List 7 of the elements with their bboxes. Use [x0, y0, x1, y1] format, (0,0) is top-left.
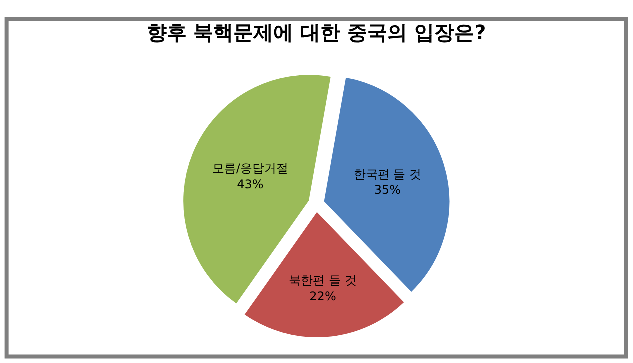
slice-label: 한국편 들 것	[354, 167, 422, 182]
chart-title: 향후 북핵문제에 대한 중국의 입장은?	[146, 20, 486, 44]
data-label: 22%	[310, 289, 336, 304]
slice-label: 북한편 들 것	[289, 274, 357, 288]
data-label: 35%	[374, 183, 402, 198]
data-label: 43%	[237, 177, 264, 192]
slice-label: 모름/응답거절	[212, 162, 288, 176]
